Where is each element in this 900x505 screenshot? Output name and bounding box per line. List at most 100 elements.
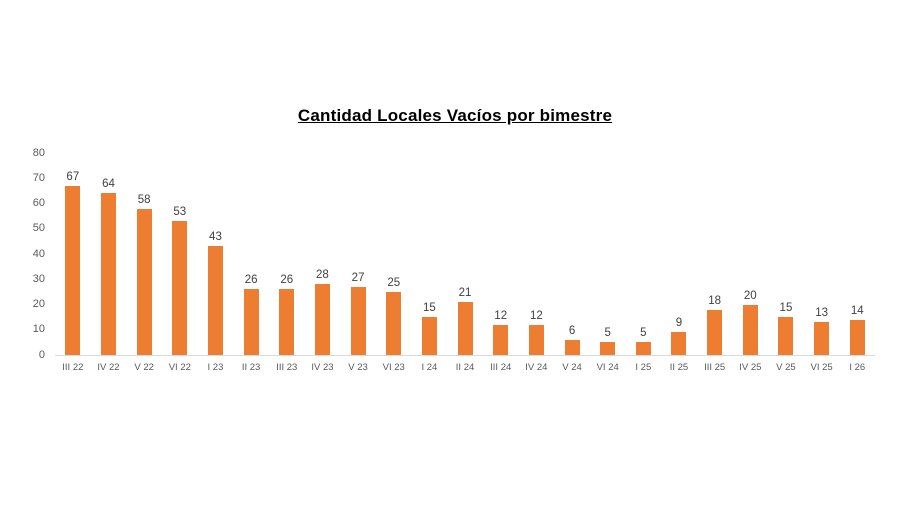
x-tick-label: IV 22 bbox=[97, 362, 120, 373]
bar-column: 25 bbox=[376, 153, 412, 355]
bar-value-label: 26 bbox=[244, 274, 258, 287]
bar-value-label: 20 bbox=[743, 289, 757, 302]
bar-column: 12 bbox=[519, 153, 555, 355]
bar-value-label: 6 bbox=[568, 324, 576, 337]
bar bbox=[421, 317, 437, 355]
bar-value-label: 12 bbox=[529, 309, 543, 322]
x-tick-label: IV 25 bbox=[739, 362, 762, 373]
x-tick-label: VI 23 bbox=[382, 362, 405, 373]
bar-column: 5 bbox=[590, 153, 626, 355]
bar-column: 13 bbox=[804, 153, 840, 355]
x-tick-label: II 24 bbox=[455, 362, 475, 373]
bar bbox=[635, 342, 651, 355]
bar-value-label: 14 bbox=[850, 304, 864, 317]
bar-column: 26 bbox=[269, 153, 305, 355]
bar bbox=[172, 221, 188, 355]
bar bbox=[100, 193, 116, 355]
bar-column: 5 bbox=[626, 153, 662, 355]
bar-value-label: 5 bbox=[640, 327, 647, 340]
x-tick-label: I 23 bbox=[207, 362, 224, 373]
bar-value-label: 15 bbox=[779, 302, 793, 315]
bar bbox=[457, 301, 473, 355]
bar-value-label: 27 bbox=[351, 271, 365, 284]
bar-value-label: 58 bbox=[137, 193, 151, 206]
bar-column: 53 bbox=[162, 153, 198, 355]
x-tick-label: VI 25 bbox=[810, 362, 833, 373]
bar bbox=[136, 208, 152, 355]
x-tick-label: I 26 bbox=[849, 362, 866, 373]
bar bbox=[207, 246, 223, 355]
bar-value-label: 28 bbox=[316, 269, 329, 282]
y-tick-label: 50 bbox=[32, 222, 45, 235]
bar-column: 67 bbox=[55, 153, 91, 355]
bar-value-label: 43 bbox=[209, 231, 222, 244]
bar bbox=[314, 284, 330, 355]
y-tick-label: 70 bbox=[32, 171, 45, 184]
y-tick-label: 80 bbox=[32, 146, 45, 159]
bar-value-label: 53 bbox=[173, 206, 187, 219]
bar-value-label: 21 bbox=[458, 286, 472, 299]
bar bbox=[742, 304, 758, 355]
y-tick-label: 40 bbox=[32, 247, 45, 260]
chart-title: Cantidad Locales Vacíos por bimestre bbox=[297, 106, 613, 125]
bar bbox=[279, 289, 295, 355]
y-tick-label: 60 bbox=[32, 197, 45, 209]
x-tick-label: I 24 bbox=[421, 362, 438, 373]
y-tick-label: 30 bbox=[32, 272, 45, 285]
bar bbox=[386, 291, 402, 355]
x-tick-label: V 23 bbox=[348, 362, 368, 373]
bar-column: 27 bbox=[340, 153, 376, 355]
bar-value-label: 18 bbox=[708, 294, 722, 307]
bar-value-label: 25 bbox=[387, 276, 401, 289]
x-tick-label: V 24 bbox=[562, 362, 582, 373]
bar bbox=[778, 317, 794, 355]
y-tick-label: 10 bbox=[32, 323, 45, 336]
plot-area: 67 64 58 53 43 26 26 28 27 25 15 21 12 12 6 5 5 9 18 20 15 13… bbox=[55, 153, 875, 356]
bar-value-label: 13 bbox=[815, 307, 828, 320]
x-tick-label: IV 23 bbox=[311, 362, 334, 373]
bar-column: 58 bbox=[126, 153, 162, 355]
bar-column: 6 bbox=[554, 153, 590, 355]
y-axis: 0 10 20 30 40 50 60 70 80 bbox=[0, 147, 45, 361]
bar bbox=[65, 185, 81, 355]
bar bbox=[564, 339, 580, 355]
x-tick-label: VI 24 bbox=[596, 362, 619, 373]
x-axis: III 22 IV 22 V 22 VI 22 I 23 II 23 III 23 IV 23… bbox=[55, 362, 875, 373]
bar bbox=[600, 342, 616, 355]
bar-value-label: 9 bbox=[675, 317, 683, 330]
bar-value-label: 26 bbox=[280, 274, 294, 287]
y-tick-label: 0 bbox=[38, 348, 45, 361]
x-tick-label: II 23 bbox=[241, 362, 261, 373]
x-tick-label: III 25 bbox=[704, 362, 726, 373]
bar-column: 12 bbox=[483, 153, 519, 355]
bar-column: 28 bbox=[305, 153, 341, 355]
bar-column: 15 bbox=[768, 153, 804, 355]
x-tick-label: III 24 bbox=[490, 362, 512, 373]
bar bbox=[849, 319, 865, 355]
bar bbox=[671, 332, 687, 355]
bar bbox=[814, 322, 830, 355]
bar-column: 20 bbox=[732, 153, 768, 355]
bar bbox=[350, 286, 366, 355]
bar bbox=[243, 289, 259, 355]
y-tick-label: 20 bbox=[32, 298, 45, 310]
bar-column: 14 bbox=[839, 153, 875, 355]
bar-value-label: 12 bbox=[494, 309, 508, 322]
x-tick-label: VI 22 bbox=[168, 362, 191, 373]
bar-column: 15 bbox=[412, 153, 448, 355]
bar-column: 64 bbox=[91, 153, 127, 355]
bar-column: 26 bbox=[233, 153, 269, 355]
bar-value-label: 64 bbox=[102, 178, 115, 191]
bar-column: 43 bbox=[198, 153, 234, 355]
bar-column: 9 bbox=[661, 153, 697, 355]
x-tick-label: V 22 bbox=[134, 362, 154, 373]
x-tick-label: III 23 bbox=[276, 362, 298, 373]
x-tick-label: II 25 bbox=[669, 362, 689, 373]
bar bbox=[528, 324, 544, 355]
bar-column: 18 bbox=[697, 153, 733, 355]
bar bbox=[707, 309, 723, 355]
bar bbox=[493, 324, 509, 355]
bar-column: 21 bbox=[447, 153, 483, 355]
x-tick-label: IV 24 bbox=[525, 362, 548, 373]
bar-value-label: 5 bbox=[604, 327, 611, 340]
